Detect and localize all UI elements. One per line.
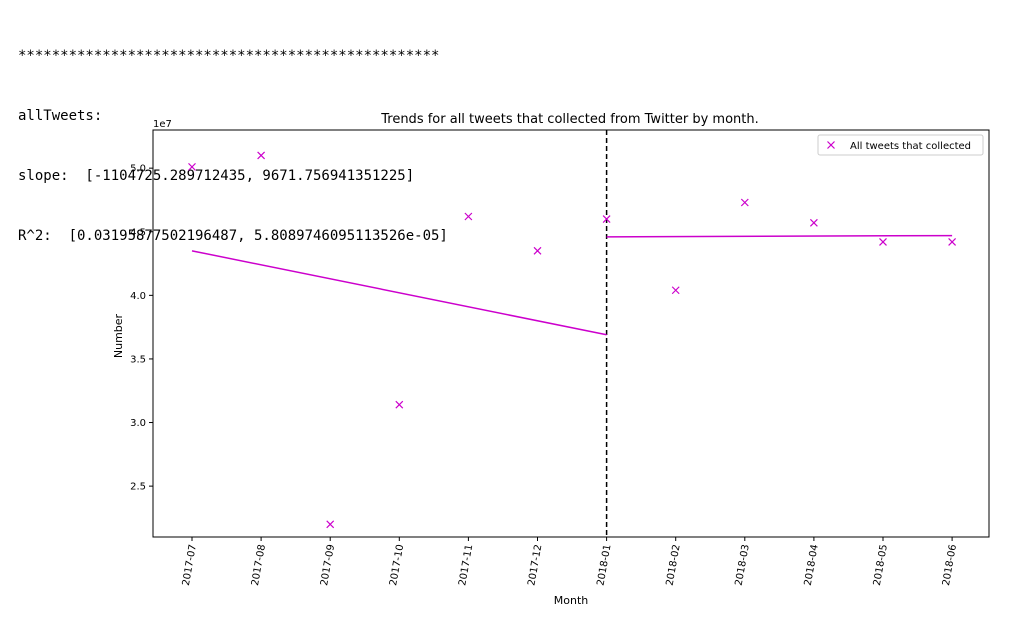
y-axis-label: Number — [112, 313, 125, 358]
y-tick-label: 2.5 — [130, 482, 146, 493]
marker-stroke — [827, 141, 835, 149]
trend-line — [606, 234, 953, 238]
data-point — [188, 162, 196, 171]
trend-layer — [191, 234, 953, 336]
x-axis-label: Month — [554, 594, 589, 607]
x-tick-label: 2018-04 — [803, 544, 821, 587]
marker-stroke — [809, 218, 818, 227]
trend-line — [191, 250, 607, 336]
x-axis: 2017-07 2017-08 2017-09 2017-10 2017-11 2017-… — [181, 537, 959, 587]
marker-stroke — [671, 286, 680, 295]
y-tick-label: 5.0 — [130, 164, 146, 175]
x-tick-label: 2018-05 — [872, 544, 890, 587]
x-tick-label: 2018-03 — [734, 544, 752, 587]
console-name-line: allTweets: — [18, 108, 103, 124]
x-tick-label: 2017-08 — [250, 544, 268, 587]
data-point — [602, 215, 611, 223]
data-point — [879, 238, 887, 246]
x-tick-label: 2017-07 — [181, 544, 199, 587]
y-tick-label: 4.5 — [130, 227, 146, 238]
data-point — [671, 286, 680, 295]
y-tick-label: 3.0 — [130, 418, 146, 429]
plot-frame — [152, 129, 990, 538]
console-output: ****************************************… — [18, 6, 448, 266]
x-tick-label: 2017-10 — [388, 544, 406, 587]
marker-stroke — [740, 198, 749, 207]
x-tick-label: 2017-12 — [526, 544, 544, 587]
x-tick-label: 2017-09 — [319, 544, 337, 587]
chart-title: Trends for all tweets that collected fro… — [380, 112, 759, 127]
console-r2-line: R^2: [0.03195877502196487, 5.80897460951… — [18, 228, 448, 244]
point-layer — [188, 151, 957, 529]
marker-stroke — [602, 215, 611, 223]
legend-x-marker — [827, 141, 835, 149]
x-tick-label: 2017-11 — [457, 544, 475, 587]
data-point — [948, 238, 957, 246]
data-point — [740, 198, 749, 207]
x-tick-label: 2018-06 — [941, 544, 959, 587]
data-point — [464, 212, 473, 221]
legend-box — [817, 134, 984, 156]
data-point — [257, 151, 266, 160]
data-point — [326, 520, 335, 529]
marker-stroke — [257, 151, 266, 160]
legend: All tweets that collected — [817, 134, 984, 156]
y-tick-label: 3.5 — [130, 354, 146, 365]
marker-stroke — [533, 246, 542, 255]
x-tick-label: 2018-01 — [595, 544, 613, 587]
y-offset-label: 1e7 — [153, 119, 172, 130]
marker-stroke — [326, 520, 335, 529]
y-tick-label: 4.0 — [130, 291, 146, 302]
console-slope-line: slope: [-1104725.289712435, 9671.7569413… — [18, 168, 415, 184]
legend-marker — [827, 141, 835, 149]
marker-stroke — [464, 212, 473, 221]
data-point — [533, 246, 542, 255]
marker-stroke — [948, 238, 957, 246]
legend-label: All tweets that collected — [850, 141, 971, 152]
marker-stroke — [879, 238, 887, 246]
data-point — [395, 400, 404, 409]
y-axis: 2.5 3.0 3.5 4.0 4.5 5.0 — [130, 164, 153, 493]
marker-stroke — [188, 162, 196, 171]
data-point — [809, 218, 818, 227]
console-separator: ****************************************… — [18, 48, 440, 64]
x-tick-label: 2018-02 — [665, 544, 683, 587]
marker-stroke — [395, 400, 404, 409]
